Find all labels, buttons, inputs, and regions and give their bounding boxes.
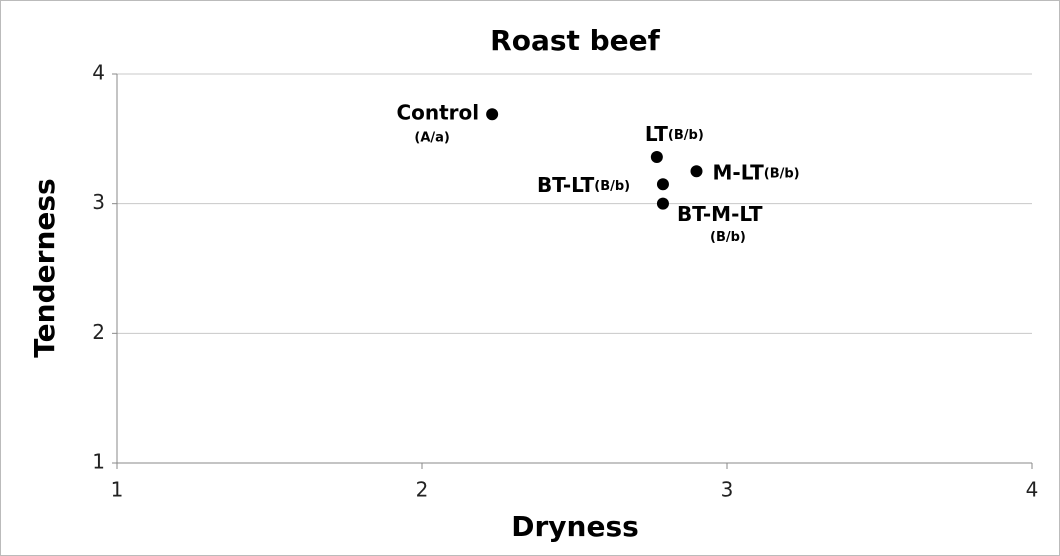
point-name: M-LT [713, 160, 765, 184]
point-name: LT [645, 121, 668, 145]
point [690, 165, 703, 178]
point-group: (A/a) [414, 131, 449, 146]
point [656, 178, 669, 191]
point-group: (B/b) [764, 166, 800, 181]
point-group: (B/b) [668, 127, 704, 142]
point-label: M-LT(B/b) [713, 160, 800, 184]
point-group: (B/b) [594, 179, 630, 194]
point-name: BT-M-LT [677, 202, 763, 226]
x-tick-label: 1 [111, 478, 124, 502]
point-group: (B/b) [710, 230, 746, 245]
x-tick-label: 3 [721, 478, 734, 502]
x-tick-label: 2 [416, 478, 429, 502]
point-name: Control [396, 101, 479, 125]
point [650, 150, 663, 163]
point [486, 108, 499, 121]
chart-title: Roast beef [490, 24, 661, 57]
point-label: BT-LT(B/b) [537, 173, 630, 197]
x-axis-label: Dryness [511, 510, 639, 543]
point-label: LT(B/b) [645, 121, 704, 145]
y-axis-label: Tenderness [28, 178, 61, 357]
x-tick-label: 4 [1026, 478, 1039, 502]
point [656, 197, 669, 210]
y-tick-label: 1 [92, 450, 105, 474]
point-name: BT-LT [537, 173, 595, 197]
y-tick-label: 2 [92, 320, 105, 344]
y-tick-label: 4 [92, 61, 105, 85]
y-tick-label: 3 [92, 190, 105, 214]
